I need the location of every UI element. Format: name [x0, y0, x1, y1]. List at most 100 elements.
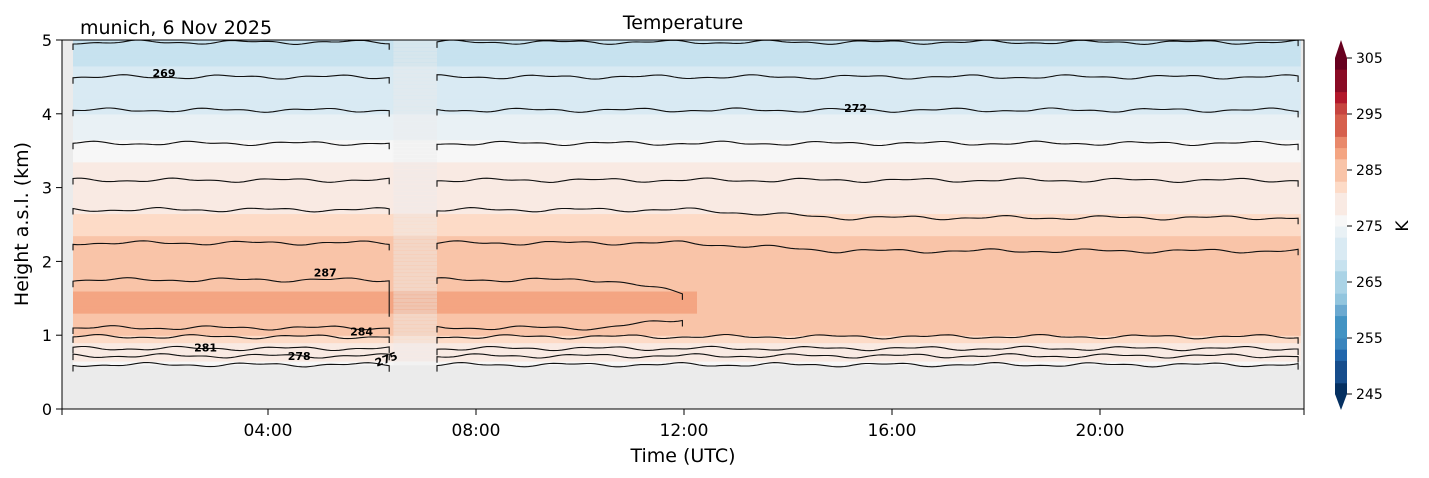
temperature-cell — [1217, 154, 1244, 159]
temperature-cell — [177, 261, 204, 266]
temperature-cell — [229, 58, 256, 63]
temperature-cell — [1035, 95, 1062, 100]
temperature-cell — [359, 51, 386, 56]
temperature-cell — [281, 250, 308, 255]
temperature-cell — [957, 257, 984, 262]
temperature-cell — [489, 176, 516, 181]
temperature-cell — [1191, 301, 1218, 307]
temperature-cell — [593, 62, 620, 67]
temperature-cell — [515, 254, 542, 259]
temperature-cell — [1165, 217, 1192, 222]
temperature-cell — [671, 110, 698, 115]
temperature-cell — [1217, 80, 1244, 85]
temperature-cell — [775, 121, 802, 126]
temperature-cell — [1269, 135, 1296, 141]
temperature-cell — [1217, 279, 1244, 285]
temperature-cell — [73, 161, 100, 167]
temperature-cell — [333, 65, 360, 71]
temperature-cell — [567, 117, 594, 122]
temperature-cell — [905, 290, 932, 296]
temperature-cell — [333, 335, 360, 340]
temperature-cell — [1035, 135, 1062, 141]
temperature-cell — [125, 250, 152, 255]
temperature-cell — [437, 154, 464, 159]
temperature-cell — [359, 235, 386, 240]
temperature-cell — [1243, 265, 1270, 270]
contour-line — [436, 177, 1299, 187]
temperature-cell — [333, 361, 360, 366]
temperature-cell — [307, 51, 334, 56]
temperature-cell — [957, 342, 984, 347]
temperature-cell — [489, 294, 516, 299]
temperature-cell — [489, 124, 516, 130]
temperature-cell — [1139, 135, 1166, 141]
temperature-cell — [1295, 209, 1301, 215]
temperature-cell — [1035, 301, 1062, 307]
temperature-cell — [1087, 139, 1114, 144]
temperature-cell — [671, 51, 698, 56]
temperature-cell — [1061, 309, 1088, 314]
temperature-cell — [749, 298, 776, 303]
temperature-cell — [853, 87, 880, 93]
temperature-cell — [697, 250, 724, 255]
temperature-cell — [541, 194, 568, 200]
temperature-cell — [593, 246, 620, 251]
temperature-cell — [697, 283, 724, 288]
gap-cell — [392, 335, 437, 340]
temperature-cell — [983, 132, 1010, 137]
temperature-cell — [827, 361, 854, 366]
temperature-cell — [619, 121, 646, 126]
temperature-cell — [281, 224, 308, 229]
temperature-cell — [905, 324, 932, 329]
temperature-cell — [593, 349, 620, 355]
temperature-cell — [645, 106, 672, 111]
temperature-cell — [567, 305, 594, 310]
temperature-cell — [541, 154, 568, 159]
temperature-cell — [1269, 224, 1296, 229]
temperature-cell — [307, 327, 334, 333]
temperature-cell — [593, 257, 620, 262]
temperature-cell — [515, 154, 542, 159]
temperature-cell — [645, 257, 672, 262]
temperature-cell — [1087, 172, 1114, 178]
temperature-cell — [671, 276, 698, 281]
temperature-cell — [177, 147, 204, 152]
temperature-cell — [593, 87, 620, 93]
temperature-cell — [1217, 254, 1244, 259]
temperature-cell — [1061, 301, 1088, 307]
temperature-cell — [619, 335, 646, 340]
temperature-cell — [437, 305, 464, 310]
temperature-cell — [723, 239, 750, 244]
temperature-cell — [203, 102, 230, 108]
temperature-cell — [879, 121, 906, 126]
temperature-cell — [697, 276, 724, 281]
contour-line — [72, 207, 390, 215]
temperature-cell — [73, 272, 100, 277]
temperature-cell — [1295, 257, 1301, 262]
temperature-cell — [489, 250, 516, 255]
temperature-cell — [853, 95, 880, 100]
temperature-cell — [489, 191, 516, 196]
temperature-cell — [1113, 180, 1140, 185]
temperature-cell — [593, 117, 620, 122]
temperature-cell — [281, 272, 308, 277]
temperature-cell — [1139, 242, 1166, 248]
temperature-cell — [281, 346, 308, 351]
temperature-cell — [1191, 65, 1218, 71]
temperature-cell — [619, 194, 646, 200]
temperature-cell — [1139, 357, 1166, 362]
temperature-cell — [515, 202, 542, 207]
temperature-cell — [463, 187, 490, 192]
temperature-cell — [801, 158, 828, 163]
temperature-cell — [905, 54, 932, 60]
temperature-cell — [671, 76, 698, 82]
temperature-cell — [385, 231, 394, 237]
temperature-cell — [593, 65, 620, 71]
temperature-cell — [1139, 54, 1166, 60]
temperature-cell — [125, 242, 152, 248]
temperature-cell — [177, 87, 204, 93]
temperature-cell — [1191, 117, 1218, 122]
temperature-cell — [515, 242, 542, 248]
temperature-cell — [1295, 154, 1301, 159]
temperature-cell — [1113, 158, 1140, 163]
